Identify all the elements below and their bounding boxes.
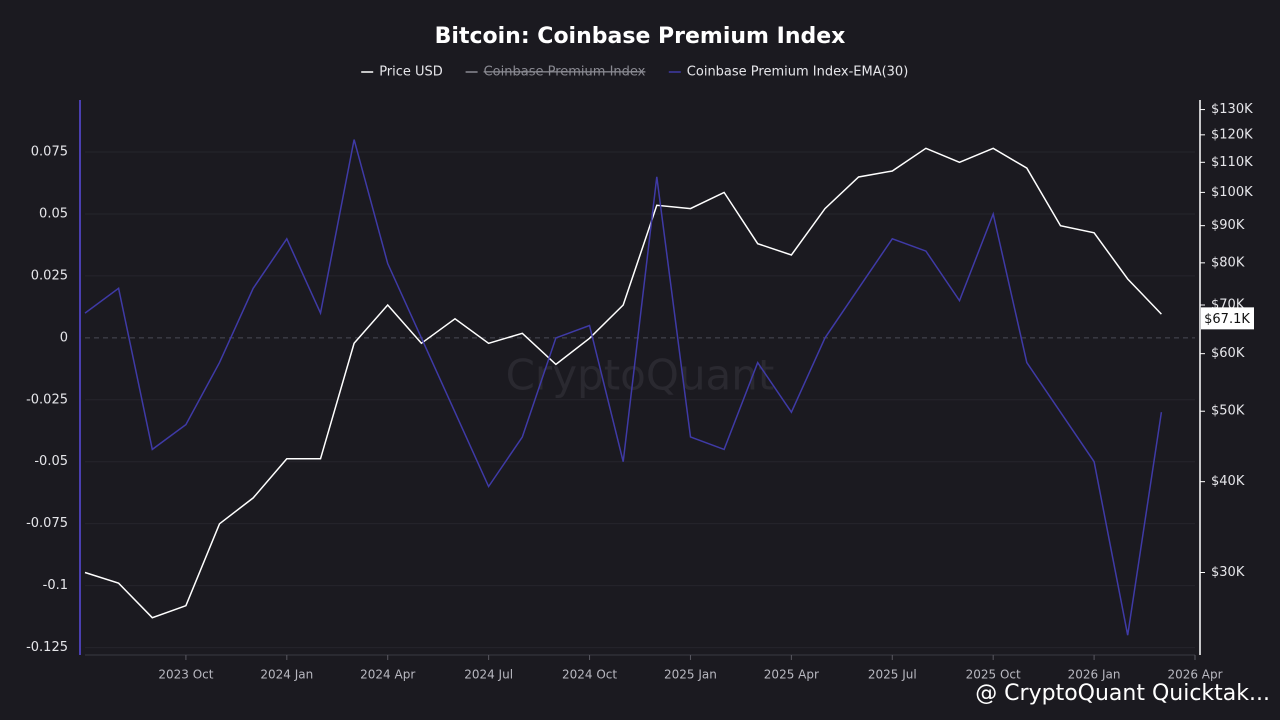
- y2-tick-label: $30K: [1211, 565, 1245, 580]
- chart-title: Bitcoin: Coinbase Premium Index: [435, 24, 846, 49]
- legend: Price USD Coinbase Premium Index Coinbase …: [361, 65, 908, 80]
- y2-tick-label: $110K: [1211, 155, 1253, 170]
- series-line: [84, 147, 1162, 619]
- x-tick-label: 2025 Jul: [868, 668, 917, 682]
- y-tick-label: -0.1: [43, 578, 68, 593]
- x-tick-label: 2025 Oct: [966, 668, 1021, 682]
- footer: @ CryptoQuant Quicktak...: [975, 681, 1270, 706]
- watermark: CryptoQuant: [506, 351, 775, 400]
- last-value-box: [1201, 307, 1254, 330]
- y2-tick-label: $60K: [1211, 346, 1245, 361]
- x-tick-label: 2025 Apr: [764, 668, 819, 682]
- y-tick-label: 0.025: [31, 268, 68, 283]
- x-tick-label: 2024 Jan: [260, 668, 313, 682]
- y-tick-label: 0.075: [31, 145, 68, 160]
- legend-label[interactable]: Coinbase Premium Index: [484, 65, 646, 80]
- x-tick-label: 2025 Jan: [664, 668, 717, 682]
- y-tick-label: -0.075: [26, 516, 68, 531]
- y-tick-label: 0.05: [39, 206, 68, 221]
- last-value-label: $67.1K: [1204, 312, 1250, 327]
- x-tick-label: 2026 Apr: [1167, 668, 1222, 682]
- x-tick-label: 2023 Oct: [158, 668, 213, 682]
- series-line: [84, 139, 1163, 636]
- y-tick-label: -0.025: [26, 392, 68, 407]
- x-tick-label: 2024 Jul: [464, 668, 513, 682]
- y2-tick-label: $90K: [1211, 218, 1245, 233]
- y-tick-label: -0.125: [26, 640, 68, 655]
- y2-tick-label: $120K: [1211, 127, 1253, 142]
- x-tick-label: 2024 Apr: [360, 668, 415, 682]
- y2-tick-label: $100K: [1211, 185, 1253, 200]
- legend-label[interactable]: Coinbase Premium Index-EMA(30): [687, 65, 908, 80]
- y-tick-label: -0.05: [34, 454, 68, 469]
- y2-tick-label: $80K: [1211, 255, 1245, 270]
- y2-tick-label: $40K: [1211, 474, 1245, 489]
- x-tick-label: 2024 Oct: [562, 668, 617, 682]
- x-tick-label: 2026 Jan: [1068, 668, 1121, 682]
- y-tick-label: 0: [60, 330, 68, 345]
- y2-tick-label: $50K: [1211, 404, 1245, 419]
- legend-label[interactable]: Price USD: [379, 65, 443, 80]
- y2-tick-label: $130K: [1211, 102, 1253, 117]
